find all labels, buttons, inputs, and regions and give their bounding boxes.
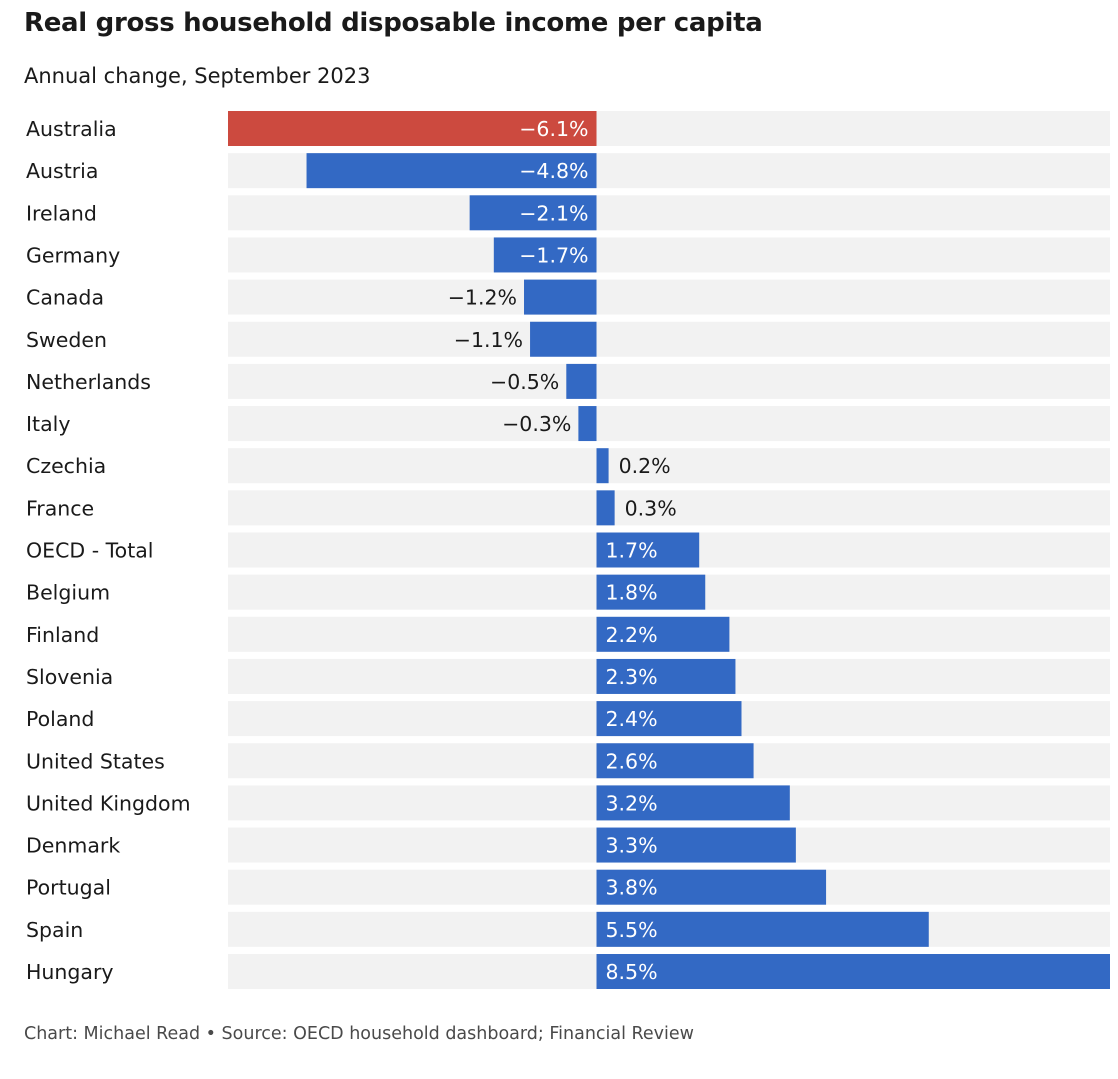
category-label-finland: Finland [26, 623, 99, 647]
value-label-oecd-total: 1.7% [606, 539, 658, 563]
bar-denmark [596, 827, 796, 863]
category-label-france: France [26, 496, 94, 520]
category-label-ireland: Ireland [26, 201, 97, 225]
chart-footer: Chart: Michael Read • Source: OECD house… [24, 1024, 694, 1044]
row-background-ireland [228, 195, 1110, 231]
bar-belgium [596, 574, 706, 610]
value-label-czechia: 0.2% [619, 454, 671, 478]
category-label-austria: Austria [26, 159, 98, 183]
category-label-poland: Poland [26, 707, 94, 731]
bar-italy [578, 406, 597, 442]
bar-united-kingdom [596, 785, 790, 821]
value-label-sweden: −1.1% [454, 328, 523, 352]
category-label-czechia: Czechia [26, 454, 106, 478]
value-label-belgium: 1.8% [606, 581, 658, 605]
row-background-netherlands [228, 363, 1110, 399]
category-label-italy: Italy [26, 412, 70, 436]
category-label-united-kingdom: United Kingdom [26, 791, 191, 815]
bar-united-states [596, 743, 754, 779]
category-label-oecd-total: OECD - Total [26, 539, 154, 563]
bar-germany [493, 237, 597, 273]
value-label-slovenia: 2.3% [606, 665, 658, 689]
bar-sweden [530, 321, 597, 357]
value-label-france: 0.3% [625, 496, 677, 520]
category-label-spain: Spain [26, 918, 83, 942]
chart-title: Real gross household disposable income p… [24, 8, 763, 38]
category-label-australia: Australia [26, 117, 117, 141]
value-label-hungary: 8.5% [606, 960, 658, 984]
bar-netherlands [566, 363, 597, 399]
row-background-italy [228, 406, 1110, 442]
row-background-france [228, 490, 1110, 526]
value-label-denmark: 3.3% [606, 834, 658, 858]
category-label-united-states: United States [26, 749, 165, 773]
value-label-canada: −1.2% [448, 286, 517, 310]
bar-ireland [469, 195, 597, 231]
category-label-portugal: Portugal [26, 876, 111, 900]
row-background-sweden [228, 321, 1110, 357]
row-background-czechia [228, 448, 1110, 484]
category-label-germany: Germany [26, 243, 120, 267]
value-label-united-kingdom: 3.2% [606, 791, 658, 815]
value-label-portugal: 3.8% [606, 876, 658, 900]
category-label-slovenia: Slovenia [26, 665, 113, 689]
bar-poland [596, 701, 742, 737]
value-label-spain: 5.5% [606, 918, 658, 942]
bar-portugal [596, 869, 827, 905]
row-background-canada [228, 279, 1110, 315]
bar-canada [524, 279, 597, 315]
bar-france [596, 490, 615, 526]
chart-subtitle: Annual change, September 2023 [24, 64, 371, 88]
value-label-ireland: −2.1% [519, 201, 588, 225]
category-label-canada: Canada [26, 286, 104, 310]
value-label-germany: −1.7% [519, 243, 588, 267]
value-label-italy: −0.3% [502, 412, 571, 436]
category-label-sweden: Sweden [26, 328, 107, 352]
bar-australia [228, 111, 597, 146]
bar-slovenia [596, 658, 736, 694]
category-label-netherlands: Netherlands [26, 370, 151, 394]
bar-austria [306, 153, 597, 189]
bar-spain [596, 911, 929, 947]
bar-finland [596, 616, 730, 652]
bar-hungary [596, 954, 1110, 989]
bar-oecd-total [596, 532, 700, 568]
value-label-finland: 2.2% [606, 623, 658, 647]
value-label-united-states: 2.6% [606, 749, 658, 773]
row-background-germany [228, 237, 1110, 273]
value-label-poland: 2.4% [606, 707, 658, 731]
category-label-denmark: Denmark [26, 834, 120, 858]
bar-czechia [596, 448, 609, 484]
category-label-belgium: Belgium [26, 581, 110, 605]
category-label-hungary: Hungary [26, 960, 114, 984]
value-label-netherlands: −0.5% [490, 370, 559, 394]
value-label-australia: −6.1% [519, 117, 588, 141]
value-label-austria: −4.8% [519, 159, 588, 183]
